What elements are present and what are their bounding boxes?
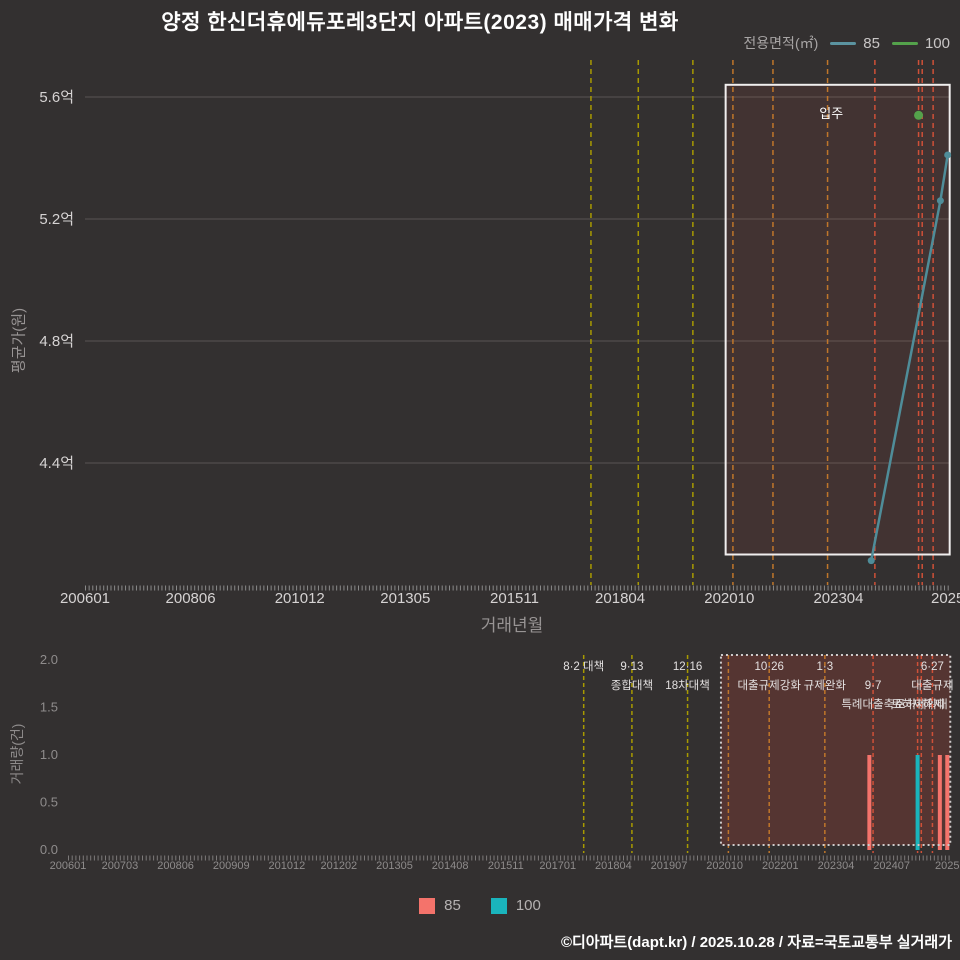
volume-xtick-label: 201511 [488,860,524,872]
policy-label: 12·16 [673,661,702,673]
volume-xtick-label: 201701 [539,860,576,872]
policy-label: 종합대책 [611,678,653,692]
volume-xtick-label: 2025 [935,860,959,872]
source-credit: ©디아파트(dapt.kr) / 2025.10.28 / 자료=국토교통부 실… [560,934,952,951]
price-ytick-label: 4.8억 [39,333,74,350]
volume-ytick-label: 2.0 [40,652,58,667]
legend-100-swatch [490,897,507,914]
price-xaxis-title: 거래년월 [480,616,544,635]
policy-label: 8·2 대책 [563,659,604,673]
volume-xtick-label: 201804 [595,860,632,872]
volume-xtick-label: 202304 [818,860,855,872]
area-legend-label: 전용면적(㎡) [743,35,819,51]
volume-bar-100[interactable] [915,755,920,850]
series-legend: 85 100 [0,897,960,914]
price-point-85[interactable] [936,197,944,205]
price-xtick-label: 200601 [60,590,110,607]
policy-label: 토허제확대 [895,698,948,711]
price-xtick-label: 2025 [931,590,960,607]
area-legend: 전용면적(㎡) 85 100 [743,33,950,53]
policy-label: 10·26 [754,661,783,673]
page-title: 양정 한신더휴에듀포레3단지 아파트(2023) 매매가격 변화 [161,11,679,34]
legend-85-text: 85 [444,897,461,914]
volume-bar-85[interactable] [867,755,872,850]
price-xtick-label: 202304 [813,590,863,607]
volume-xtick-label: 201012 [269,860,306,872]
price-xtick-label: 201511 [490,590,539,607]
volume-bar-85[interactable] [937,755,942,850]
volume-xtick-label: 201907 [651,860,688,872]
price-point-100[interactable] [914,110,924,120]
price-xtick-label: 202010 [704,590,754,607]
volume-xtick-label: 201305 [376,860,413,872]
area-legend-item-85[interactable]: 85 [830,35,880,52]
area-legend-100-line [891,41,918,45]
area-legend-85-text: 85 [863,34,880,52]
policy-label: 토허제해제 [891,698,944,711]
price-ytick-label: 4.4억 [39,455,74,472]
price-point-85[interactable] [944,151,952,159]
policy-label: 9·7 [865,680,882,692]
policy-label: 대출규제 [911,679,953,692]
volume-bar-85[interactable] [945,755,950,850]
volume-xtick-label: 202201 [762,860,799,872]
volume-xtick-label: 200703 [102,860,139,872]
volume-ytick-label: 0.5 [40,795,58,810]
policy-label: 6·27 [921,661,944,673]
area-legend-100-text: 100 [924,34,950,52]
highlight-box [724,83,951,556]
price-point-85[interactable] [867,557,875,565]
volume-xtick-label: 202407 [873,860,910,872]
price-ytick-label: 5.6억 [39,89,74,106]
price-xtick-label: 201305 [380,590,430,607]
price-ytick-label: 5.2억 [39,211,74,228]
volume-xtick-label: 200601 [50,860,87,872]
price-yaxis-title: 평균가(원) [10,307,28,374]
volume-xtick-label: 201408 [432,860,469,872]
policy-label: 특례대출축소 [841,698,904,711]
price-xtick-label: 201012 [275,590,325,607]
legend-100-text: 100 [515,897,541,914]
policy-label: 18차대책 [665,678,710,692]
price-xtick-label: 200806 [166,590,216,607]
area-legend-85-line [830,41,857,45]
volume-ytick-label: 1.0 [40,747,58,762]
volume-xtick-label: 200806 [157,860,194,872]
highlight-box-fill [725,84,950,555]
volume-yaxis-title: 거래량(건) [9,723,25,785]
zoom-box-fill [720,655,951,845]
move-in-label: 입주 [819,106,843,121]
volume-xtick-label: 201202 [320,860,357,872]
area-legend-item-100[interactable]: 100 [891,34,950,52]
legend-item-85[interactable]: 85 [419,897,461,914]
volume-ytick-label: 1.5 [40,700,58,715]
policy-label: 9·13 [620,661,643,673]
volume-xtick-label: 202010 [706,860,743,872]
legend-85-swatch [419,897,436,914]
volume-xtick-label: 200909 [213,860,250,872]
policy-label: 규제완화 [804,679,847,692]
price-xtick-label: 201804 [595,590,645,607]
policy-label: 대출규제강화 [737,679,801,692]
legend-item-100[interactable]: 100 [490,897,541,914]
policy-label: 1·3 [817,661,834,673]
volume-ytick-label: 0.0 [40,842,58,857]
